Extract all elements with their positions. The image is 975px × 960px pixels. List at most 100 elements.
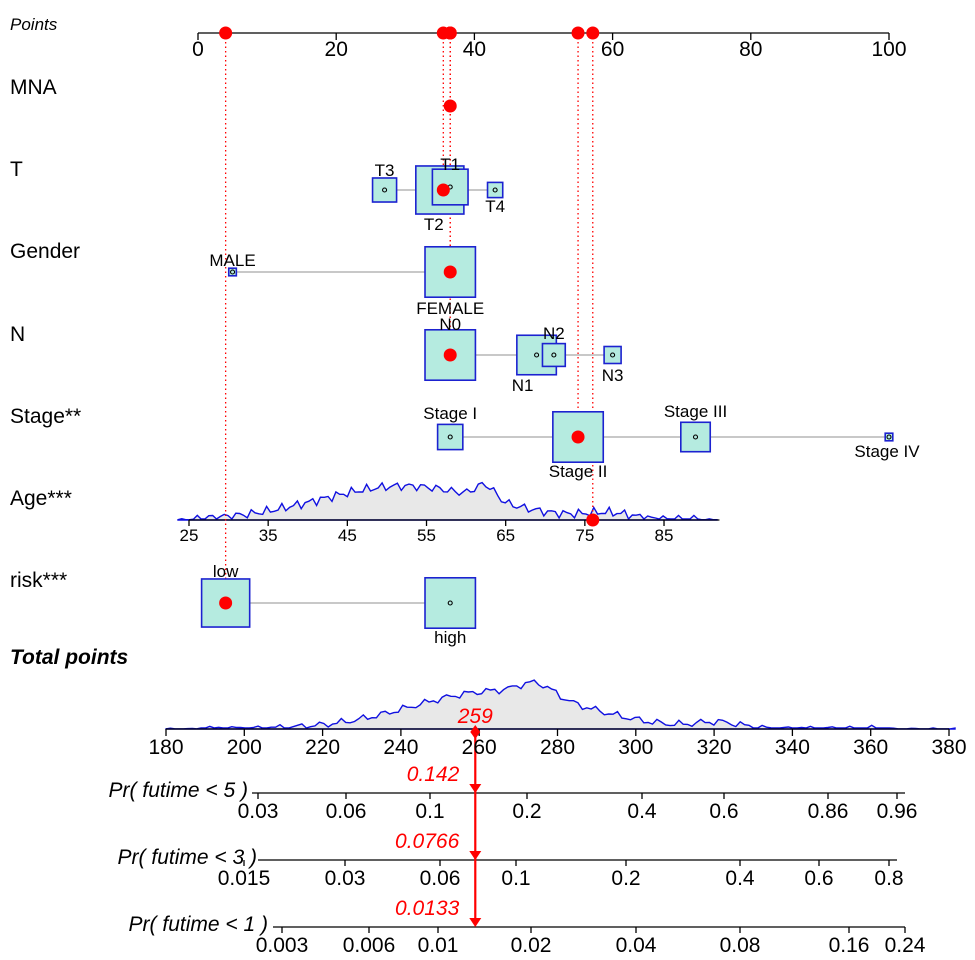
category-box-male (227, 267, 238, 277)
prob-axis-tick-label: 0.8 (874, 867, 903, 890)
variable-label-risk: risk*** (10, 569, 67, 592)
points-axis-tick-label: 0 (192, 38, 204, 61)
prob-axis-tick-label: 0.06 (326, 800, 367, 823)
category-center-t4 (492, 187, 498, 193)
total-points-tick-label: 260 (462, 736, 497, 759)
prob-axis-tick-label: 0.4 (725, 867, 755, 890)
category-label-n0: N0 (439, 315, 461, 334)
total-points-value-label: 259 (457, 705, 493, 728)
total-points-tick-label: 340 (775, 736, 810, 759)
total-points-marker (470, 725, 481, 739)
points-axis-tick-label: 60 (601, 38, 624, 61)
variable-label-n: N (10, 323, 25, 346)
prob-axis-tick-label: 0.04 (616, 934, 657, 957)
category-center-high (447, 600, 453, 606)
category-label-stage-iii: Stage III (664, 402, 727, 421)
selected-dot-mna (443, 99, 457, 113)
total-points-tick-label: 180 (148, 736, 183, 759)
total-points-tick-label: 240 (383, 736, 418, 759)
category-center-stage-iv (886, 434, 892, 440)
category-center-t3 (382, 187, 388, 193)
selected-dot-n (443, 348, 457, 362)
category-box-n2 (541, 342, 567, 368)
category-box-high (424, 576, 477, 630)
points-axis-tick-label: 100 (871, 38, 906, 61)
prob-axis-tick-label: 0.86 (808, 800, 849, 823)
category-center-stage-i (447, 434, 453, 440)
prob-axis-tick-label: 0.96 (877, 800, 918, 823)
total-points-density-curve (165, 679, 956, 730)
category-center-n2 (551, 352, 557, 358)
category-box-stage-i (436, 423, 464, 451)
total-points-tick-label: 220 (305, 736, 340, 759)
variable-label-age: Age*** (10, 487, 72, 510)
total-points-tick-label: 300 (618, 736, 653, 759)
points-axis-dot-age (586, 26, 600, 40)
age-axis-tick-label: 85 (655, 526, 674, 545)
prob-axis-tick-label: 0.4 (627, 800, 657, 823)
age-density-curve (177, 481, 718, 521)
prob-axis-tick-label: 0.006 (343, 934, 396, 957)
axes-layer (165, 32, 950, 933)
prob-axis-tick-label: 0.03 (238, 800, 279, 823)
prob-axis-label-5: Pr( futime < 5 ) (109, 779, 248, 802)
category-label-male: MALE (209, 251, 255, 270)
prob-arrowhead-1 (469, 851, 482, 860)
selected-dot-t (436, 183, 450, 197)
segment-layer (225, 189, 889, 604)
category-label-stage-ii: Stage II (549, 462, 608, 481)
prob-axis-tick-label: 0.6 (709, 800, 738, 823)
category-box-stage-iv (884, 432, 894, 442)
category-center-n3 (610, 352, 616, 358)
prob-axis-label-1: Pr( futime < 1 ) (129, 913, 268, 936)
prob-value-label-0: 0.142 (407, 763, 460, 786)
category-box-t4 (486, 181, 504, 199)
category-box-stage-iii (680, 421, 712, 453)
prob-arrowhead-0 (469, 784, 482, 793)
prob-axis-tick-label: 0.2 (611, 867, 640, 890)
prob-axis-tick-label: 0.08 (720, 934, 761, 957)
total-points-label: Total points (10, 646, 128, 669)
prob-axis-label-3: Pr( futime < 3 ) (118, 846, 257, 869)
total-points-tick-label: 200 (227, 736, 262, 759)
age-axis-tick-label: 75 (575, 526, 594, 545)
age-axis-tick-label: 25 (180, 526, 199, 545)
category-label-low: low (213, 562, 239, 581)
density-layer (165, 481, 956, 730)
category-label-female: FEMALE (416, 299, 484, 318)
prob-value-label-1: 0.0766 (395, 830, 460, 853)
age-axis-tick-label: 55 (417, 526, 436, 545)
selected-dot-gender (443, 265, 457, 279)
prob-axis-tick-label: 0.6 (804, 867, 833, 890)
prob-axis-tick-label: 0.03 (325, 867, 366, 890)
points-axis-label: Points (10, 15, 58, 34)
category-box-t3 (371, 177, 398, 203)
prob-axis-tick-label: 0.015 (218, 867, 271, 890)
selected-dot-stage (571, 430, 585, 444)
prob-axis-tick-label: 0.24 (885, 934, 926, 957)
prob-axis-tick-label: 0.01 (418, 934, 459, 957)
points-axis-tick-label: 80 (739, 38, 762, 61)
prob-axis-tick-label: 0.16 (829, 934, 870, 957)
points-axis-tick-label: 40 (463, 38, 486, 61)
category-label-t3: T3 (375, 161, 395, 180)
age-axis-tick-label: 45 (338, 526, 357, 545)
age-axis-tick-label: 35 (259, 526, 278, 545)
guide-line-layer (224, 33, 594, 923)
points-axis-dot-n (443, 26, 457, 40)
prob-arrowhead-2 (469, 918, 482, 927)
selected-dot-risk (219, 596, 233, 610)
variable-label-gender: Gender (10, 240, 80, 263)
category-label-n3: N3 (602, 366, 624, 385)
prob-axis-tick-label: 0.1 (501, 867, 530, 890)
category-box-layer (200, 165, 894, 630)
variable-label-mna: MNA (10, 76, 57, 99)
age-axis-tick-label: 65 (496, 526, 515, 545)
prob-axis-tick-label: 0.06 (420, 867, 461, 890)
category-label-n1: N1 (512, 376, 534, 395)
total-points-tick-label: 320 (697, 736, 732, 759)
category-center-male (230, 269, 236, 275)
points-axis-tick-label: 20 (325, 38, 348, 61)
total-points-tick-label: 360 (853, 736, 888, 759)
